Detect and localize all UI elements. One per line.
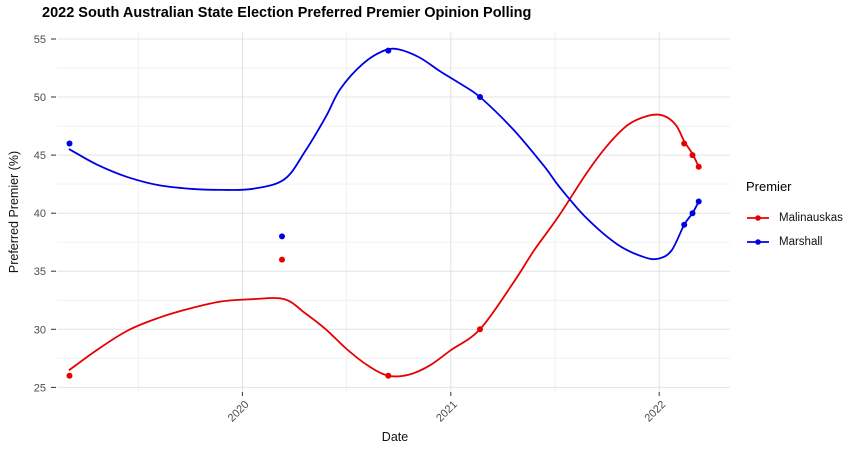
data-point-marshall <box>477 94 483 100</box>
data-point-malinauskas <box>689 152 696 159</box>
legend-label-marshall: Marshall <box>779 236 823 248</box>
data-point-marshall <box>681 221 688 228</box>
data-point-marshall <box>695 198 702 205</box>
data-point-marshall <box>279 233 285 240</box>
x-tick-label: 2022 <box>642 399 668 425</box>
legend-key-point <box>755 239 761 245</box>
legend-label-malinauskas: Malinauskas <box>779 212 843 224</box>
trend-line-marshall <box>68 47 700 261</box>
data-point-malinauskas <box>66 372 73 379</box>
x-tick-label: 2020 <box>226 399 252 425</box>
x-tick-label: 2021 <box>434 399 460 425</box>
data-point-marshall <box>385 47 392 54</box>
y-tick-label: 40 <box>34 208 46 220</box>
legend-title: Premier <box>746 179 792 194</box>
y-tick-label: 55 <box>34 34 46 46</box>
y-tick-label: 50 <box>34 92 46 104</box>
data-point-malinauskas <box>695 163 702 170</box>
x-axis-title: Date <box>381 430 409 444</box>
data-point-marshall <box>689 210 696 217</box>
legend-item-malinauskas: Malinauskas <box>746 206 864 230</box>
legend-key-line-icon <box>747 239 769 245</box>
legend-key-point <box>755 215 761 221</box>
y-tick-label: 25 <box>34 382 46 394</box>
data-point-malinauskas <box>385 372 392 379</box>
y-tick-label: 30 <box>34 324 46 336</box>
data-point-malinauskas <box>279 256 285 263</box>
data-point-marshall <box>66 140 73 147</box>
legend-key-line-icon <box>747 215 769 221</box>
legend-item-marshall: Marshall <box>746 230 864 254</box>
data-point-malinauskas <box>477 326 483 333</box>
chart-title: 2022 South Australian State Election Pre… <box>42 5 532 21</box>
trend-line-malinauskas <box>68 113 700 378</box>
data-point-malinauskas <box>681 140 688 147</box>
y-tick-label: 35 <box>34 266 46 278</box>
y-tick-label: 45 <box>34 150 46 162</box>
legend: Premier Malinauskas Marshall <box>746 179 864 254</box>
